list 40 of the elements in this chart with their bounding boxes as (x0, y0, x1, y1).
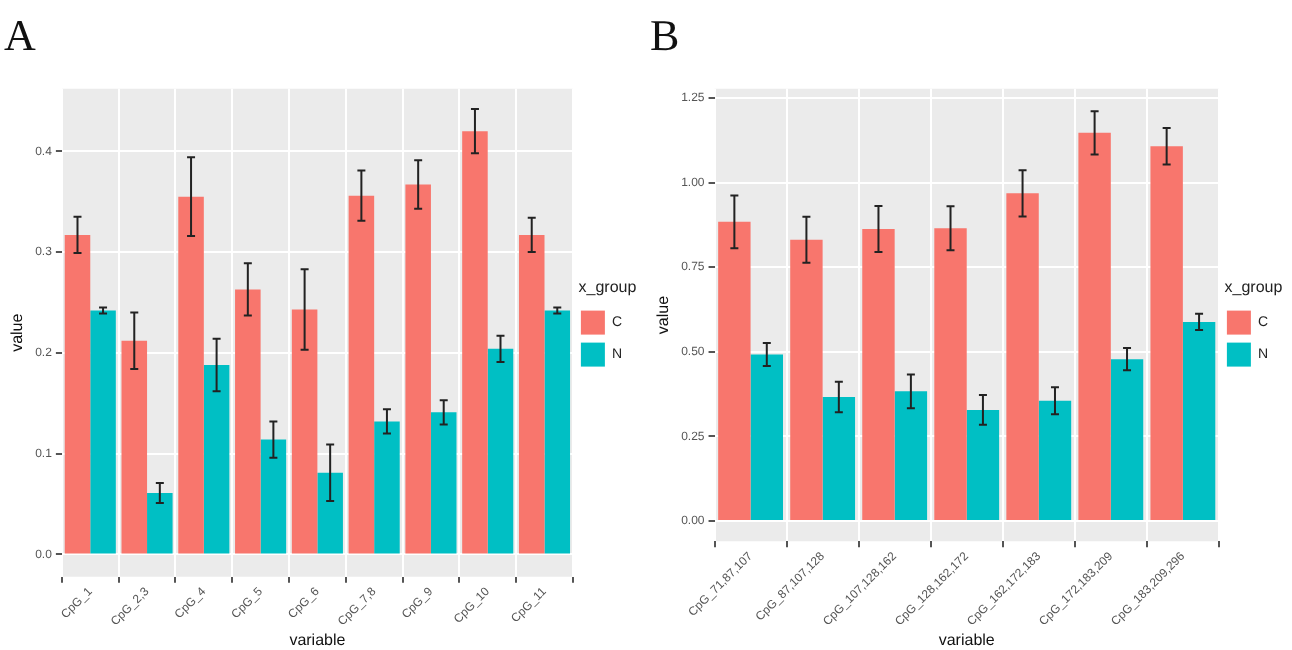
bar (64, 234, 91, 554)
bar (462, 131, 488, 554)
bar (90, 310, 116, 554)
bar (966, 409, 1000, 520)
bar (348, 195, 375, 554)
bar (718, 221, 751, 520)
y-axis-title: value (654, 294, 673, 335)
bar (1078, 132, 1111, 520)
bar (317, 472, 343, 554)
x-axis-title: variable (289, 630, 347, 649)
bar (235, 289, 261, 554)
bar (121, 340, 148, 554)
bar (862, 228, 895, 520)
bar (178, 196, 204, 554)
bar (790, 239, 823, 520)
bar (1006, 193, 1039, 520)
bar (1182, 321, 1216, 520)
bar (934, 228, 967, 520)
bar (1038, 400, 1072, 520)
chart-title: B (650, 9, 680, 60)
bar (430, 412, 457, 554)
bar (405, 184, 431, 554)
bar (894, 391, 928, 520)
bar (822, 397, 856, 520)
bar (203, 364, 230, 554)
bar (518, 234, 545, 554)
bar (291, 309, 318, 554)
bar (750, 354, 783, 520)
bar (147, 493, 173, 554)
x-axis-title: variable (938, 630, 996, 649)
legend-title: x_group (578, 277, 638, 296)
bar (374, 421, 400, 554)
bar (1150, 146, 1183, 520)
y-axis-title: value (8, 312, 27, 352)
bar (260, 439, 287, 554)
chart-title: A (4, 9, 36, 60)
bar (544, 310, 571, 554)
bar (1110, 359, 1144, 520)
bar (487, 348, 514, 554)
legend-title: x_group (1224, 277, 1284, 296)
